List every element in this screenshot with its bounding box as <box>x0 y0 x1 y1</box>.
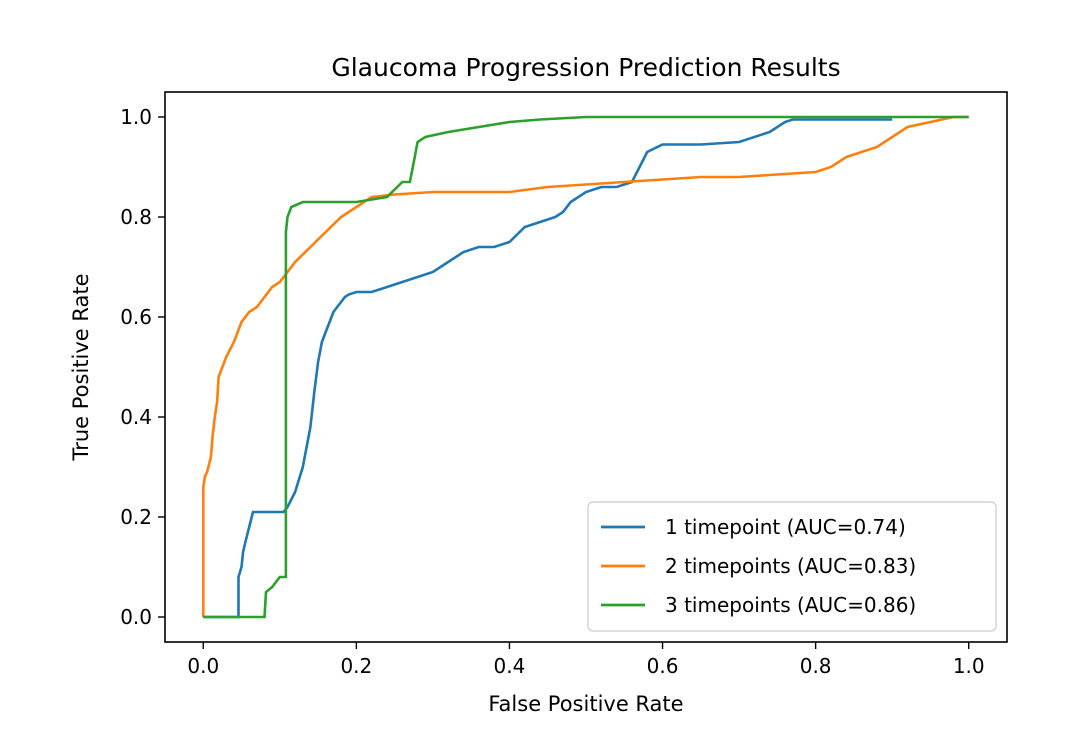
x-axis-ticks: 0.0 0.2 0.4 0.6 0.8 1.0 <box>187 642 985 678</box>
x-tick-label: 1.0 <box>953 654 985 678</box>
x-tick-label: 0.0 <box>187 654 219 678</box>
chart-title: Glaucoma Progression Prediction Results <box>331 53 840 82</box>
y-tick-label: 1.0 <box>120 105 152 129</box>
x-tick-label: 0.2 <box>340 654 372 678</box>
plot-area <box>164 91 1008 643</box>
roc-curve-series-1 <box>203 118 893 619</box>
roc-curves <box>202 115 969 619</box>
y-tick-label: 0.8 <box>120 205 152 229</box>
y-tick-label: 0.2 <box>120 505 152 529</box>
x-tick-label: 0.6 <box>647 654 679 678</box>
x-tick-label: 0.4 <box>494 654 526 678</box>
y-tick-label: 0.6 <box>120 305 152 329</box>
y-tick-label: 0.0 <box>120 605 152 629</box>
roc-curve-series-3 <box>203 115 969 619</box>
legend-label-series-2: 2 timepoints (AUC=0.83) <box>665 554 916 578</box>
y-tick-label: 0.4 <box>120 405 152 429</box>
x-axis-label: False Positive Rate <box>488 692 683 716</box>
legend: 1 timepoint (AUC=0.74) 2 timepoints (AUC=… <box>587 501 997 632</box>
x-tick-label: 0.8 <box>800 654 832 678</box>
legend-label-series-1: 1 timepoint (AUC=0.74) <box>665 515 906 539</box>
roc-curve-series-2 <box>202 115 969 617</box>
legend-label-series-3: 3 timepoints (AUC=0.86) <box>665 593 916 617</box>
y-axis-label: True Positive Rate <box>69 273 93 461</box>
y-axis-ticks: 0.0 0.2 0.4 0.6 0.8 1.0 <box>120 105 165 629</box>
legend-box <box>587 501 997 632</box>
